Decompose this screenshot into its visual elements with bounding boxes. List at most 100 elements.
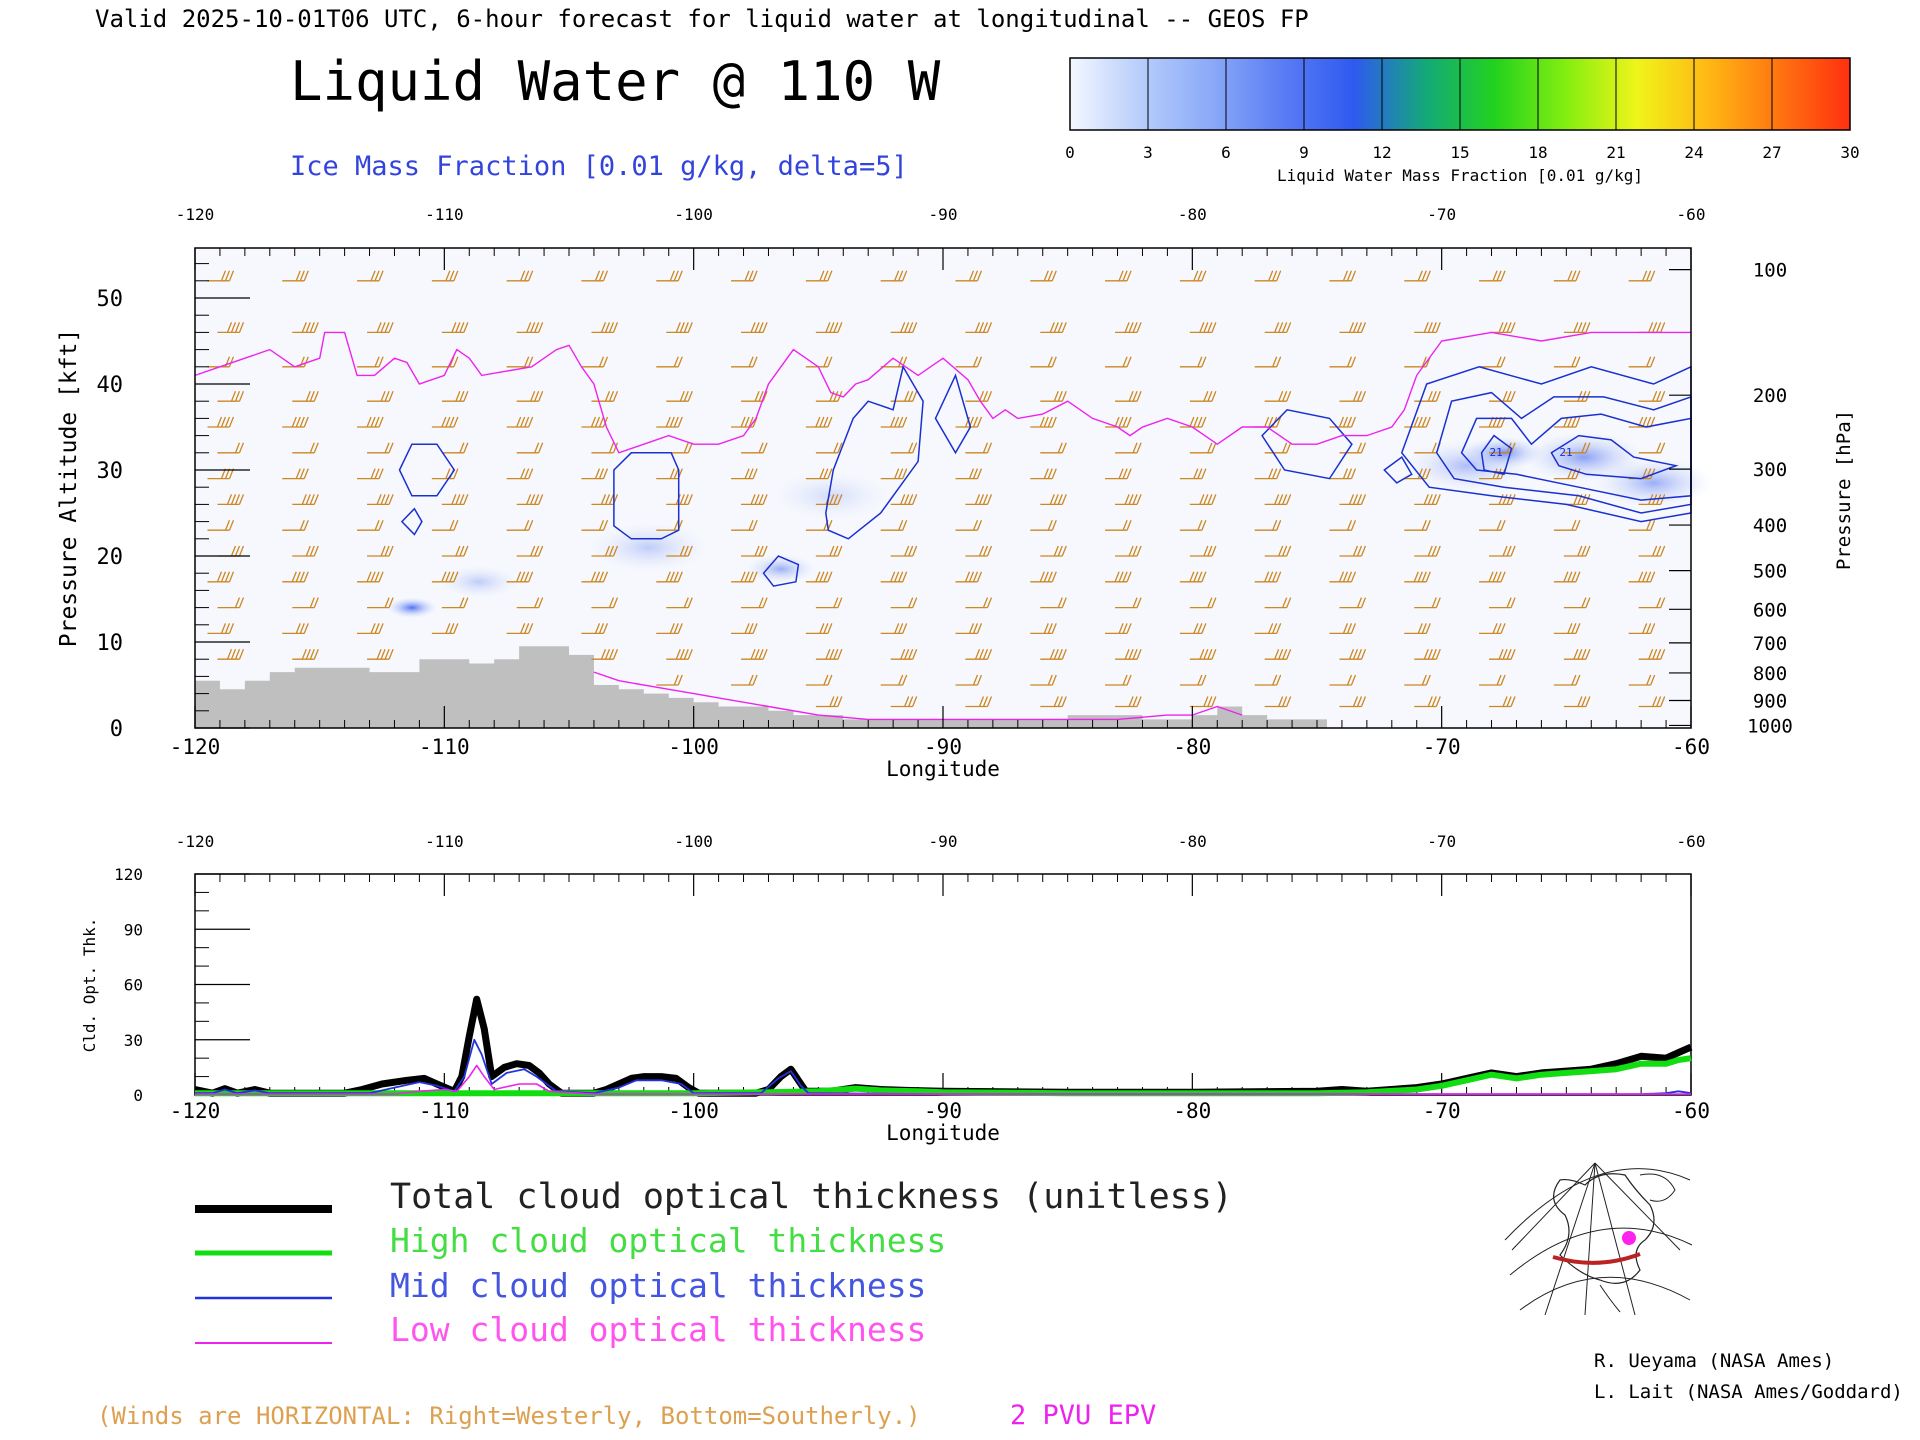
epv-legend-label: 2 PVU EPV	[1010, 1400, 1156, 1431]
x-tick-label-top: -120	[176, 205, 215, 224]
wind-barb	[1264, 597, 1292, 609]
wind-barb	[431, 416, 459, 428]
x-tick-label-top: -60	[1677, 205, 1706, 224]
wind-barb	[1638, 545, 1666, 557]
wind-barb	[1329, 416, 1357, 428]
wind-barb	[1404, 674, 1431, 686]
wind-barb	[815, 696, 843, 708]
wind-barb	[880, 623, 908, 635]
wind-barb	[1329, 468, 1357, 480]
wind-barb	[1489, 545, 1516, 557]
lower-x-tick-label: -110	[419, 1099, 470, 1123]
wind-barb	[1264, 696, 1292, 708]
lower-x-tick-label-top: -70	[1427, 832, 1456, 851]
pressure-tick-label: 200	[1753, 385, 1787, 407]
wind-barb	[1040, 545, 1067, 557]
wind-barb	[1115, 494, 1142, 506]
lower-x-tick-label: -60	[1672, 1099, 1710, 1123]
wind-barb	[1628, 623, 1656, 635]
wind-barb	[1489, 442, 1516, 454]
legend-label-total: Total cloud optical thickness (unitless)	[390, 1177, 1233, 1217]
optical-thickness-plot: -120 -120 -110 -110 -100 -100 -90 -90 -80 -80 -70 -…	[114, 832, 1710, 1123]
wind-barb	[731, 674, 758, 686]
colorbar-tick-label: 21	[1606, 143, 1625, 162]
ice-shade-blob	[588, 522, 709, 573]
credit-lait: L. Lait (NASA Ames/Goddard)	[1594, 1381, 1903, 1403]
colorbar-tick-label: 18	[1528, 143, 1547, 162]
wind-barb	[367, 390, 394, 402]
x-tick-label: -110	[419, 735, 470, 759]
colorbar-tick-label: 15	[1450, 143, 1469, 162]
wind-barb	[805, 571, 833, 583]
wind-barb	[1264, 442, 1292, 454]
pressure-tick-label: 800	[1753, 663, 1787, 685]
wind-barb	[1638, 696, 1666, 708]
wind-barb	[805, 468, 833, 480]
wind-barb	[1105, 270, 1132, 282]
wind-barb	[591, 442, 619, 454]
wind-barb	[955, 623, 983, 635]
wind-barb	[1105, 623, 1132, 635]
ice-contour	[1550, 434, 1679, 480]
ice-contour	[613, 452, 680, 540]
lower-x-tick-label: -80	[1173, 1099, 1211, 1123]
wind-barb	[282, 571, 309, 583]
pressure-tick-label: 100	[1753, 260, 1787, 282]
wind-barb	[890, 545, 918, 557]
y-tick-label: 20	[97, 545, 124, 570]
wind-barb	[1189, 545, 1217, 557]
wind-barb	[890, 494, 918, 506]
wind-barb	[1040, 322, 1067, 334]
wind-barb	[1040, 648, 1067, 660]
ice-contour	[934, 373, 972, 455]
wind-barb	[441, 545, 469, 557]
lower-x-tick-label-top: -80	[1178, 832, 1207, 851]
wind-barb	[955, 519, 983, 531]
wind-barb	[815, 322, 843, 334]
wind-barb	[581, 468, 609, 480]
wind-barb	[1040, 494, 1067, 506]
wind-barb	[656, 270, 683, 282]
wind-barb	[965, 696, 993, 708]
ice-contour	[1460, 413, 1692, 501]
wind-barb	[890, 442, 918, 454]
wind-barb	[1105, 356, 1132, 368]
wind-barb	[207, 468, 235, 480]
wind-barb	[1489, 597, 1516, 609]
wind-barb	[1189, 648, 1217, 660]
wind-barb	[890, 322, 918, 334]
lower-x-tick-label: -90	[924, 1099, 962, 1123]
wind-barb	[666, 597, 693, 609]
wind-barb	[880, 416, 908, 428]
wind-barb	[1414, 545, 1441, 557]
pressure-tick-label: 700	[1753, 633, 1787, 655]
wind-barb	[731, 623, 758, 635]
x-tick-label: -120	[170, 735, 221, 759]
wind-barb	[431, 468, 459, 480]
wind-barb	[357, 623, 384, 635]
ice-mass-label: Ice Mass Fraction [0.01 g/kg, delta=5]	[290, 151, 908, 182]
wind-barb	[506, 270, 534, 282]
wind-barb	[292, 545, 319, 557]
wind-barb	[815, 545, 843, 557]
wind-barb	[591, 494, 619, 506]
wind-barb	[1339, 545, 1367, 557]
wind-barb	[581, 270, 609, 282]
winds-note: (Winds are HORIZONTAL: Right=Westerly, B…	[97, 1402, 921, 1430]
wind-barb	[1179, 356, 1207, 368]
wind-barb	[1638, 494, 1666, 506]
wind-barb	[1489, 322, 1516, 334]
wind-barb	[1628, 519, 1656, 531]
wind-barb	[357, 416, 384, 428]
optical-thickness-series	[194, 995, 1693, 1097]
wind-barb	[292, 597, 319, 609]
ice-shade-blob	[1593, 458, 1714, 508]
wind-barb	[357, 571, 384, 583]
wind-barb	[1339, 648, 1367, 660]
wind-barb	[656, 356, 683, 368]
wind-barb	[666, 322, 693, 334]
wind-barb	[1040, 696, 1067, 708]
wind-barb	[1339, 597, 1367, 609]
epv-2pvu-contour	[593, 671, 1243, 721]
